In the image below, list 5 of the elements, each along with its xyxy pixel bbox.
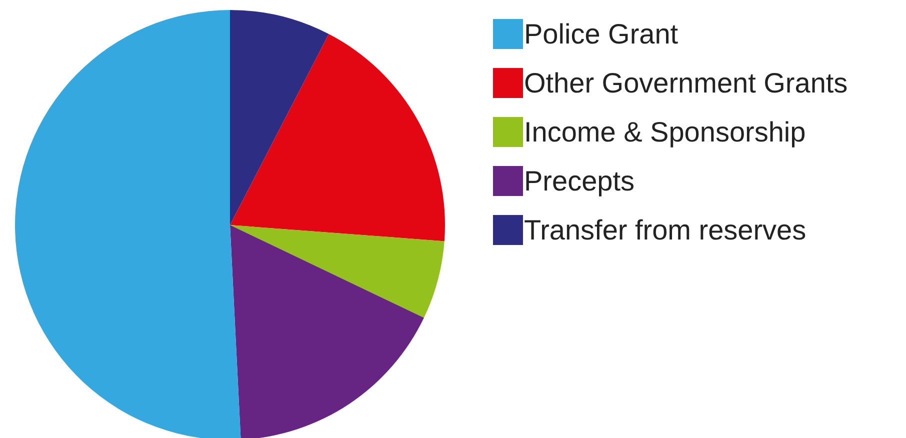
legend-label: Transfer from reserves	[524, 214, 806, 246]
legend-label: Precepts	[524, 166, 634, 196]
legend-label: Police Grant	[524, 18, 678, 50]
legend-label: Other Government Grants	[524, 68, 848, 98]
legend-label: Income & Sponsorship	[524, 116, 806, 148]
